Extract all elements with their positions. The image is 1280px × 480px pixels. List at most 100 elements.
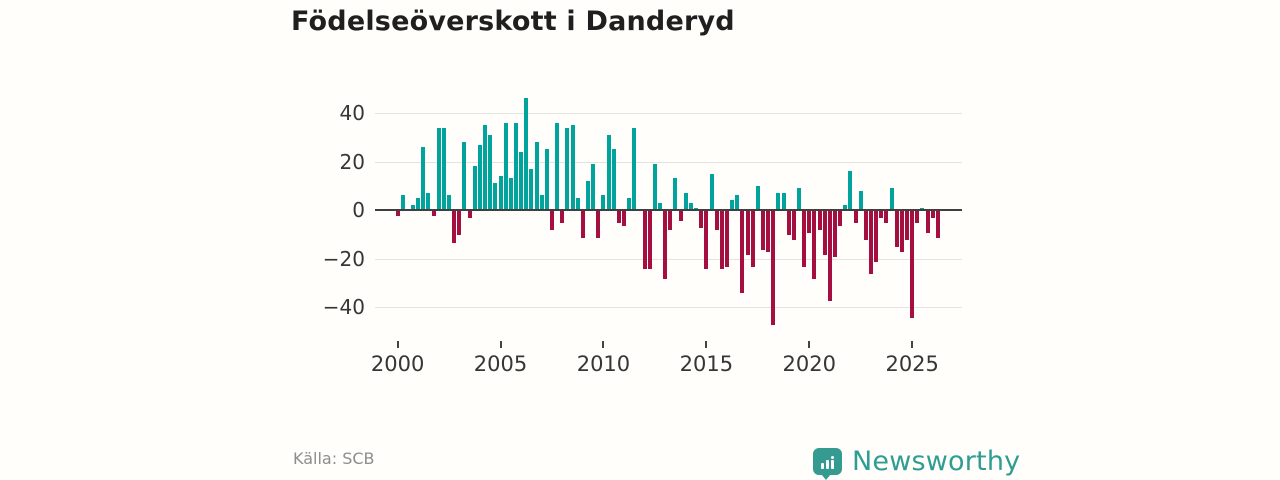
bar: [858, 190, 863, 210]
bar: [719, 211, 724, 270]
bar: [786, 211, 791, 236]
bar: [935, 211, 940, 238]
bar: [776, 193, 781, 210]
y-axis-label: −40: [322, 295, 365, 319]
bar: [400, 195, 405, 210]
bar: [683, 193, 688, 210]
newsworthy-logo: Newsworthy: [813, 446, 1021, 480]
plot-area: [375, 85, 965, 325]
bar: [714, 211, 719, 231]
bar: [817, 211, 822, 231]
bar: [575, 197, 580, 210]
bar: [416, 197, 421, 210]
bar: [539, 195, 544, 210]
bar: [688, 202, 693, 210]
bar: [889, 188, 894, 210]
bar: [622, 211, 627, 226]
bar: [853, 211, 858, 224]
bar: [673, 178, 678, 210]
x-tick-mark: [499, 341, 502, 348]
bar: [678, 211, 683, 221]
bar: [920, 207, 925, 210]
bar: [606, 134, 611, 210]
bar: [745, 211, 750, 255]
bar: [894, 211, 899, 248]
y-axis-label: 20: [339, 149, 365, 174]
icon-bar-small: [821, 463, 824, 469]
bar: [812, 211, 817, 279]
bar: [930, 211, 935, 219]
x-axis-label: 2015: [679, 352, 734, 376]
bar: [925, 211, 930, 233]
bar: [750, 211, 755, 267]
y-axis-label: −20: [322, 246, 365, 271]
bar: [822, 211, 827, 255]
bar: [905, 211, 910, 241]
bar: [534, 142, 539, 210]
bar: [699, 211, 704, 228]
x-tick-mark: [911, 341, 914, 348]
bar: [781, 193, 786, 210]
x-tick-mark: [808, 341, 811, 348]
icon-exclamation: [831, 456, 834, 469]
chart: [375, 85, 965, 325]
bar: [807, 211, 812, 233]
x-axis-label: 2010: [576, 352, 631, 376]
x-axis-label: 2025: [885, 352, 939, 376]
icon-exclamation-dot: [831, 456, 834, 459]
bar: [709, 173, 714, 210]
bar: [796, 188, 801, 210]
bar: [586, 180, 590, 210]
bar: [431, 211, 436, 216]
bar: [663, 211, 668, 279]
bar: [426, 193, 431, 210]
x-tick-mark: [705, 341, 708, 348]
bar: [874, 211, 879, 262]
bar: [524, 98, 529, 210]
bar: [529, 168, 534, 210]
bar: [755, 185, 760, 210]
bar: [899, 211, 904, 253]
x-tick-mark: [602, 341, 605, 348]
bar: [611, 149, 616, 210]
bar: [508, 178, 513, 210]
gridline: [375, 161, 962, 163]
bar: [503, 122, 508, 210]
bar: [869, 211, 874, 275]
bar: [421, 146, 426, 210]
newsworthy-wordmark: Newsworthy: [852, 446, 1021, 477]
bar: [483, 125, 488, 210]
bar: [447, 195, 452, 210]
x-tick-mark: [396, 341, 399, 348]
bar: [760, 211, 765, 250]
bar: [771, 211, 776, 325]
bar: [596, 211, 601, 238]
bar: [802, 211, 807, 267]
bar: [411, 205, 416, 210]
icon-bar-tall: [831, 460, 834, 469]
bar: [658, 202, 663, 210]
bar: [627, 197, 632, 210]
bar: [632, 127, 637, 210]
bar: [843, 205, 848, 210]
newsworthy-chart-icon: [813, 448, 842, 480]
bar: [467, 211, 472, 219]
bar: [513, 122, 518, 210]
bar: [519, 151, 524, 210]
source-label: Källa: SCB: [293, 449, 375, 468]
bar: [724, 211, 729, 267]
bar: [766, 211, 771, 253]
bar: [591, 163, 596, 210]
bar: [735, 195, 740, 210]
bar: [472, 166, 477, 210]
bar: [848, 171, 853, 210]
bar: [863, 211, 868, 241]
bar: [436, 127, 441, 210]
bar: [555, 122, 560, 210]
gridline: [375, 113, 962, 114]
y-axis-label: 40: [339, 101, 365, 125]
bar: [791, 211, 796, 241]
zero-line: [375, 209, 962, 211]
bar: [493, 183, 498, 210]
bar: [910, 211, 915, 318]
